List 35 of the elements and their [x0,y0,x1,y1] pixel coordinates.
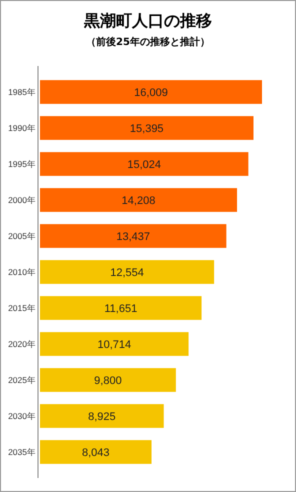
bar [40,296,202,320]
data-label: 10,714 [97,338,132,351]
y-tick-label: 2020年 [8,338,36,349]
y-tick-label: 2005年 [8,230,36,241]
data-label: 12,554 [110,266,144,279]
y-tick-label: 2015年 [8,302,36,313]
bar [40,260,214,284]
chart-subtitle: （前後25年の推移と推計） [86,36,210,48]
data-label: 15,395 [130,122,164,135]
bar [40,440,152,464]
data-label: 8,043 [82,446,110,459]
y-tick-label: 1985年 [8,86,36,97]
y-tick-label: 2025年 [8,374,36,385]
y-tick-label: 2035年 [8,446,36,457]
bar [40,368,176,392]
bar [40,404,164,428]
y-tick-label: 2000年 [8,194,36,205]
data-label: 14,208 [122,194,156,207]
data-label: 9,800 [94,374,122,387]
bar [40,188,238,212]
y-tick-label: 2010年 [8,266,36,277]
data-label: 8,925 [88,410,116,423]
y-tick-label: 1990年 [8,122,36,133]
y-tick-label: 2030年 [8,410,36,421]
data-label: 15,024 [127,158,161,171]
bar [40,152,248,176]
data-label: 16,009 [134,86,168,99]
bar [40,332,189,356]
bar [40,80,262,104]
bar [40,116,254,140]
y-tick-label: 1995年 [8,158,36,169]
data-label: 13,437 [116,230,150,243]
chart-title: 黒潮町人口の推移 [83,11,212,30]
data-label: 11,651 [104,302,138,315]
bar [40,224,226,248]
